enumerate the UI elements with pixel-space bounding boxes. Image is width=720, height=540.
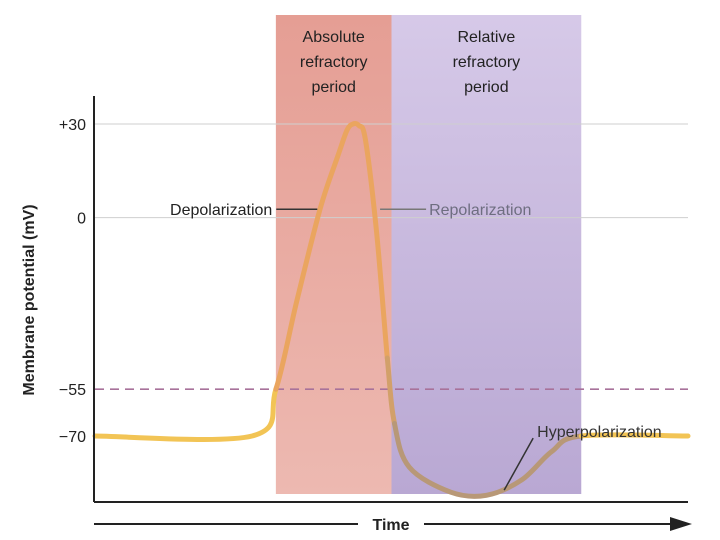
hyperpolarization-segment xyxy=(392,421,584,499)
repolarization-tail-segment xyxy=(384,355,397,426)
relative-refractory-region xyxy=(391,15,582,494)
hyperpolarization-leader-line xyxy=(503,437,534,491)
y-tick-label: 0 xyxy=(77,211,86,228)
refractory-regions xyxy=(275,15,582,494)
absolute-refractory-region xyxy=(275,15,392,494)
repolarization-label: Repolarization xyxy=(429,202,531,219)
region-label-line: refractory xyxy=(453,54,521,71)
gridlines xyxy=(95,123,688,219)
region-label-line: refractory xyxy=(300,54,368,71)
y-axis-label: Membrane potential (mV) xyxy=(21,204,38,395)
region-label-line: period xyxy=(464,79,508,96)
time-arrow xyxy=(94,517,692,531)
y-tick-label: +30 xyxy=(59,117,86,134)
refractory-region-labels: Absolute refractory period Relative refracto… xyxy=(300,29,520,96)
arrow-right-icon xyxy=(670,517,692,531)
x-axis-label: Time xyxy=(372,517,409,534)
y-tick-label: −55 xyxy=(59,382,86,399)
y-tick-label: −70 xyxy=(59,429,86,446)
depolarization-label: Depolarization xyxy=(170,202,272,219)
region-label-line: period xyxy=(311,79,355,96)
return-to-rest-segment xyxy=(578,432,691,439)
phase-annotations: Depolarization Repolarization Hyperpolariz… xyxy=(170,202,662,491)
y-tick-labels: +30 0 −55 −70 xyxy=(59,117,86,446)
spike-segment xyxy=(273,120,390,392)
resting-potential-segment xyxy=(92,386,279,442)
hyperpolarization-label: Hyperpolarization xyxy=(537,424,662,441)
region-label-line: Relative xyxy=(457,29,515,46)
region-label-line: Absolute xyxy=(303,29,365,46)
action-potential-curve xyxy=(92,120,691,499)
